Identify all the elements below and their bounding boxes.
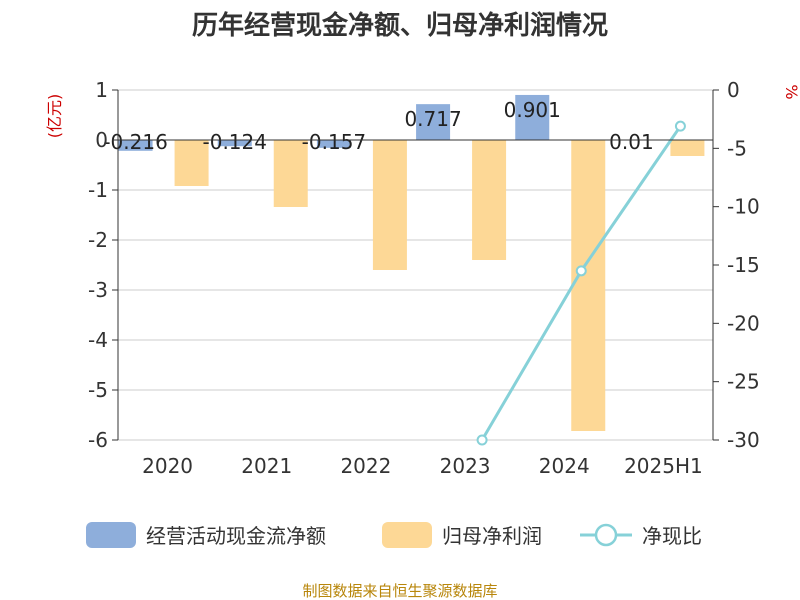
y-left-label: (亿元) [45, 94, 64, 139]
x-tick-label: 2025H1 [624, 454, 703, 478]
y-left-tick-label: -4 [88, 328, 108, 352]
axes: 1 0 -1 -2 -3 -4 -5 -6 0 -5 -10 -15 -20 -25 -30 2020 2021… [88, 78, 760, 478]
bar-profit [571, 140, 606, 431]
y-right-tick-label: -25 [727, 370, 760, 394]
bar-cashflow [217, 140, 252, 147]
y-left-tick-label: -6 [88, 428, 108, 452]
bar-cashflow [515, 94, 550, 140]
bar-profit [472, 140, 507, 260]
y-left-tick-label: 1 [95, 78, 108, 102]
legend-label-ratio: 净现比 [642, 524, 702, 548]
data-label-cashflow: -0.157 [302, 130, 366, 154]
data-label-cashflow: 0.717 [404, 107, 461, 131]
y-left-tick-label: -2 [88, 228, 108, 252]
bar-cashflow [416, 104, 451, 140]
bars [118, 94, 705, 431]
bar-profit [174, 140, 209, 186]
data-label-cashflow: 0.01 [609, 130, 654, 154]
data-label-cashflow: 0.901 [504, 98, 561, 122]
x-tick-label: 2020 [142, 454, 193, 478]
bar-cashflow [118, 140, 153, 151]
y-right-tick-label: -5 [727, 136, 747, 160]
y-right-label: % [782, 84, 800, 99]
y-right-tick-label: -20 [727, 311, 760, 335]
y-right-tick-label: 0 [727, 78, 740, 102]
ratio-line [476, 120, 686, 446]
chart-title: 历年经营现金净额、归母净利润情况 [192, 10, 608, 41]
legend-swatch-ratio-marker [594, 523, 618, 547]
bar-cashflow [316, 140, 351, 148]
y-left-tick-label: 0 [95, 128, 108, 152]
y-right-tick-label: -15 [727, 253, 760, 277]
y-right-tick-label: -10 [727, 195, 760, 219]
bar-profit [372, 140, 407, 270]
y-right-tick-label: -30 [727, 428, 760, 452]
bar-profit [670, 140, 705, 156]
ratio-point [476, 434, 488, 446]
y-left-tick-label: -5 [88, 378, 108, 402]
x-tick-label: 2024 [539, 454, 590, 478]
data-label-cashflow: -0.216 [103, 130, 167, 154]
y-left-tick-label: -1 [88, 178, 108, 202]
x-tick-label: 2023 [440, 454, 491, 478]
data-labels: -0.216 -0.124 -0.157 0.717 0.901 0.01 [103, 98, 653, 154]
source-note: 制图数据来自恒生聚源数据库 [302, 582, 497, 600]
ratio-point [575, 265, 587, 277]
legend-label-profit: 归母净利润 [442, 524, 542, 548]
legend-swatch-profit [382, 522, 432, 548]
legend-label-cashflow: 经营活动现金流净额 [146, 524, 326, 548]
x-tick-label: 2022 [340, 454, 391, 478]
bar-profit [273, 140, 308, 207]
x-tick-label: 2021 [241, 454, 292, 478]
y-left-tick-label: -3 [88, 278, 108, 302]
legend-swatch-cashflow [86, 522, 136, 548]
data-label-cashflow: -0.124 [203, 130, 267, 154]
legend: 经营活动现金流净额 归母净利润 净现比 [86, 522, 702, 548]
ratio-point [674, 120, 686, 132]
